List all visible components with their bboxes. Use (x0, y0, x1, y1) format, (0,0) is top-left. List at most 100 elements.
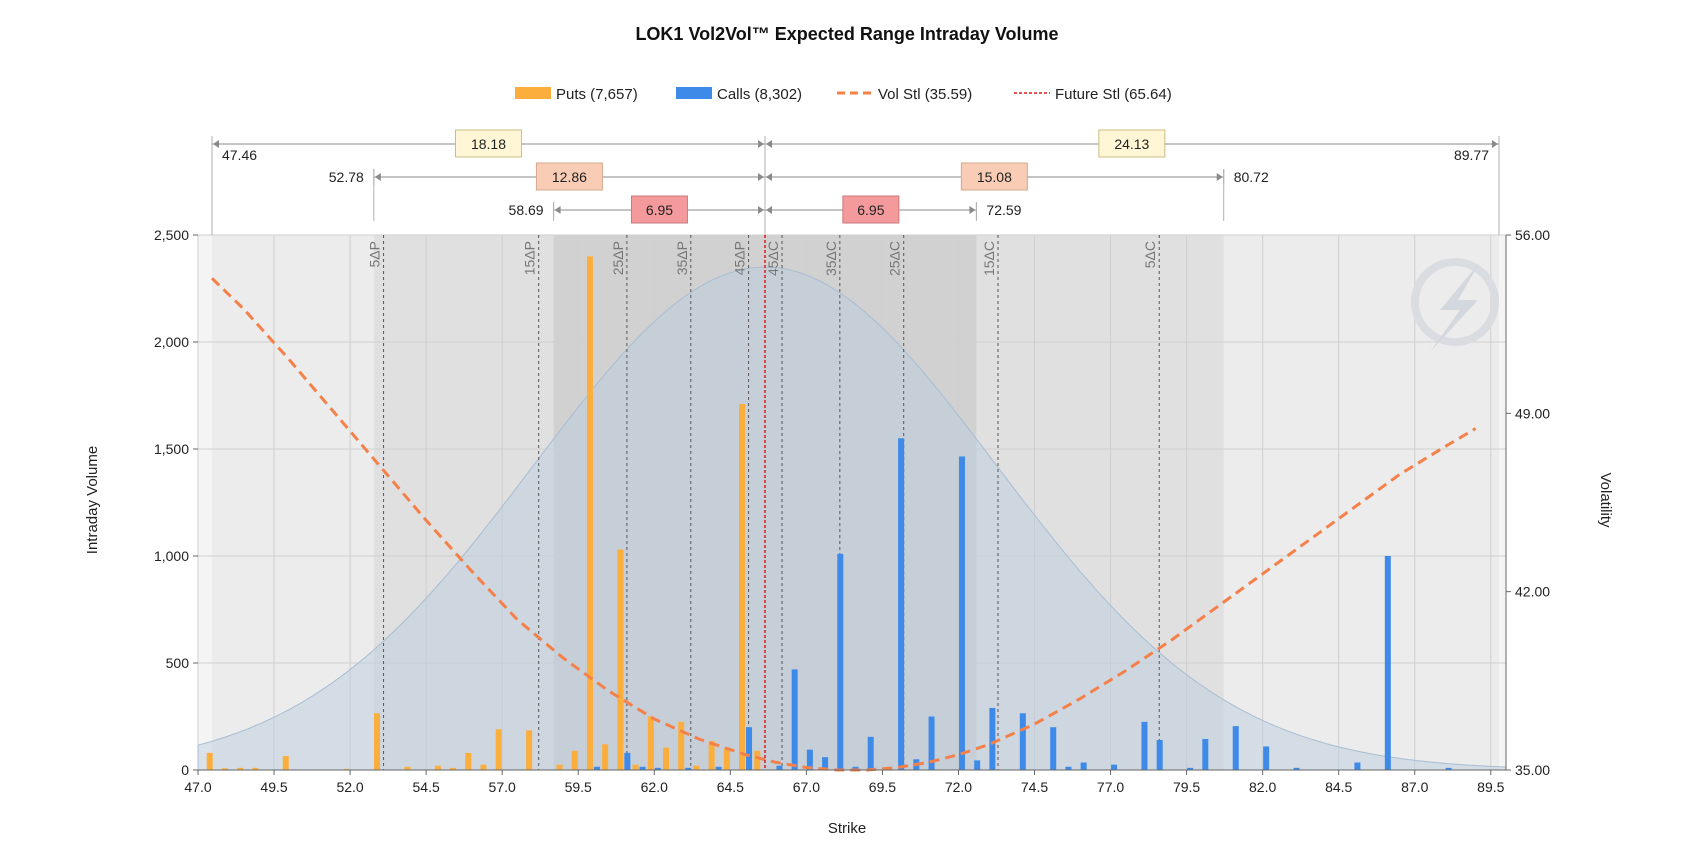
x-tick-label: 59.5 (565, 779, 592, 795)
range-arrowhead (1492, 140, 1499, 148)
x-tick-label: 67.0 (793, 779, 820, 795)
put-bar (678, 721, 685, 770)
put-bar (237, 767, 244, 770)
x-tick-label: 47.0 (184, 779, 211, 795)
y-tick-label: 1,500 (154, 441, 189, 457)
legend-calls-swatch (676, 87, 712, 99)
x-tick-label: 77.0 (1097, 779, 1124, 795)
call-bar (1445, 767, 1452, 770)
range-arrowhead (766, 173, 773, 181)
call-bar (776, 765, 783, 770)
range-width-label: 6.95 (646, 202, 673, 218)
call-bar (1080, 762, 1087, 770)
call-bar (898, 438, 905, 770)
range-bound-label: 72.59 (986, 202, 1021, 218)
call-bar (1156, 740, 1163, 770)
call-bar (685, 767, 692, 770)
range-width-label: 18.18 (471, 136, 506, 152)
put-bar (343, 768, 350, 770)
call-bar (1232, 726, 1239, 770)
put-bar (206, 752, 213, 770)
call-bar (654, 767, 661, 770)
call-bar (806, 749, 813, 770)
call-bar (928, 716, 935, 770)
range-arrowhead (1216, 173, 1223, 181)
delta-label: 45ΔC (765, 241, 781, 276)
delta-label: 35ΔC (823, 241, 839, 276)
x-axis-title: Strike (828, 820, 866, 837)
put-bar (632, 764, 639, 770)
put-bar (526, 730, 533, 770)
delta-label: 45ΔP (732, 241, 748, 275)
put-bar (617, 549, 624, 770)
put-bar (465, 752, 472, 770)
delta-label: 15ΔC (981, 241, 997, 276)
y-tick-label: 2,000 (154, 334, 189, 350)
put-bar (495, 729, 502, 770)
delta-label: 5ΔP (367, 241, 383, 267)
x-tick-label: 52.0 (336, 779, 363, 795)
legend-vol-label: Vol Stl (35.59) (878, 86, 972, 103)
x-tick-label: 49.5 (260, 779, 287, 795)
range-bound-label: 80.72 (1234, 169, 1269, 185)
call-bar (1065, 766, 1072, 770)
put-bar (252, 767, 259, 770)
call-bar (1141, 721, 1148, 770)
y-tick-label: 1,000 (154, 548, 189, 564)
legend-calls-label: Calls (8,302) (717, 86, 802, 103)
call-bar (715, 766, 722, 770)
range-arrowhead (212, 140, 219, 148)
range-arrowhead (766, 206, 773, 214)
logo-ring (1411, 258, 1499, 346)
x-tick-label: 82.0 (1249, 779, 1276, 795)
call-bar (593, 766, 600, 770)
distribution-curve (197, 266, 1507, 771)
range-width-box (454, 129, 522, 158)
range-arrowhead (374, 173, 381, 181)
x-tick-label: 62.0 (641, 779, 668, 795)
put-bar (739, 404, 746, 770)
range-width-label: 15.08 (977, 169, 1012, 185)
call-bar (867, 736, 874, 770)
y2-tick-label: 49.00 (1515, 405, 1550, 421)
call-bar (1187, 767, 1194, 770)
range-width-label: 6.95 (857, 202, 884, 218)
put-bar (450, 767, 457, 770)
put-bar (221, 768, 228, 770)
put-bar (571, 750, 578, 770)
range-width-box (842, 195, 900, 224)
x-tick-label: 84.5 (1325, 779, 1352, 795)
volume-bars (206, 256, 1452, 770)
put-bar (662, 747, 669, 770)
call-bar (989, 707, 996, 770)
y-tick-label: 2,500 (154, 227, 189, 243)
range-width-box (1098, 129, 1166, 158)
put-bar (754, 750, 761, 770)
put-bar (693, 765, 700, 770)
call-bar (1050, 727, 1057, 770)
range-arrowhead (758, 173, 765, 181)
y2-axis-title: Volatility (1597, 472, 1614, 528)
put-bar (374, 713, 381, 770)
range-width-box (535, 162, 603, 191)
call-bar (791, 669, 798, 770)
call-bar (1293, 767, 1300, 770)
delta-lines: 5ΔP 15ΔP 25ΔP 35ΔP 45ΔP 45ΔC 35ΔC 25ΔC 15ΔC 5ΔC (367, 235, 1160, 770)
y-tick-label: 500 (166, 655, 190, 671)
y-axis-title: Intraday Volume (84, 446, 101, 554)
range-width-label: 24.13 (1114, 136, 1149, 152)
range-bound-label: 89.77 (1454, 147, 1489, 163)
call-bar (639, 766, 646, 770)
logo-watermark (1411, 258, 1499, 352)
y-tick-label: 0 (181, 762, 189, 778)
call-bar (837, 553, 844, 770)
range-bound-label: 47.46 (222, 147, 257, 163)
put-bar (434, 765, 441, 770)
x-tick-label: 74.5 (1021, 779, 1048, 795)
y2-tick-label: 56.00 (1515, 227, 1550, 243)
delta-label: 25ΔC (887, 241, 903, 276)
x-tick-label: 72.0 (945, 779, 972, 795)
range-arrowhead (758, 140, 765, 148)
range-bound-label: 52.78 (329, 169, 364, 185)
range-arrowhead (766, 140, 773, 148)
